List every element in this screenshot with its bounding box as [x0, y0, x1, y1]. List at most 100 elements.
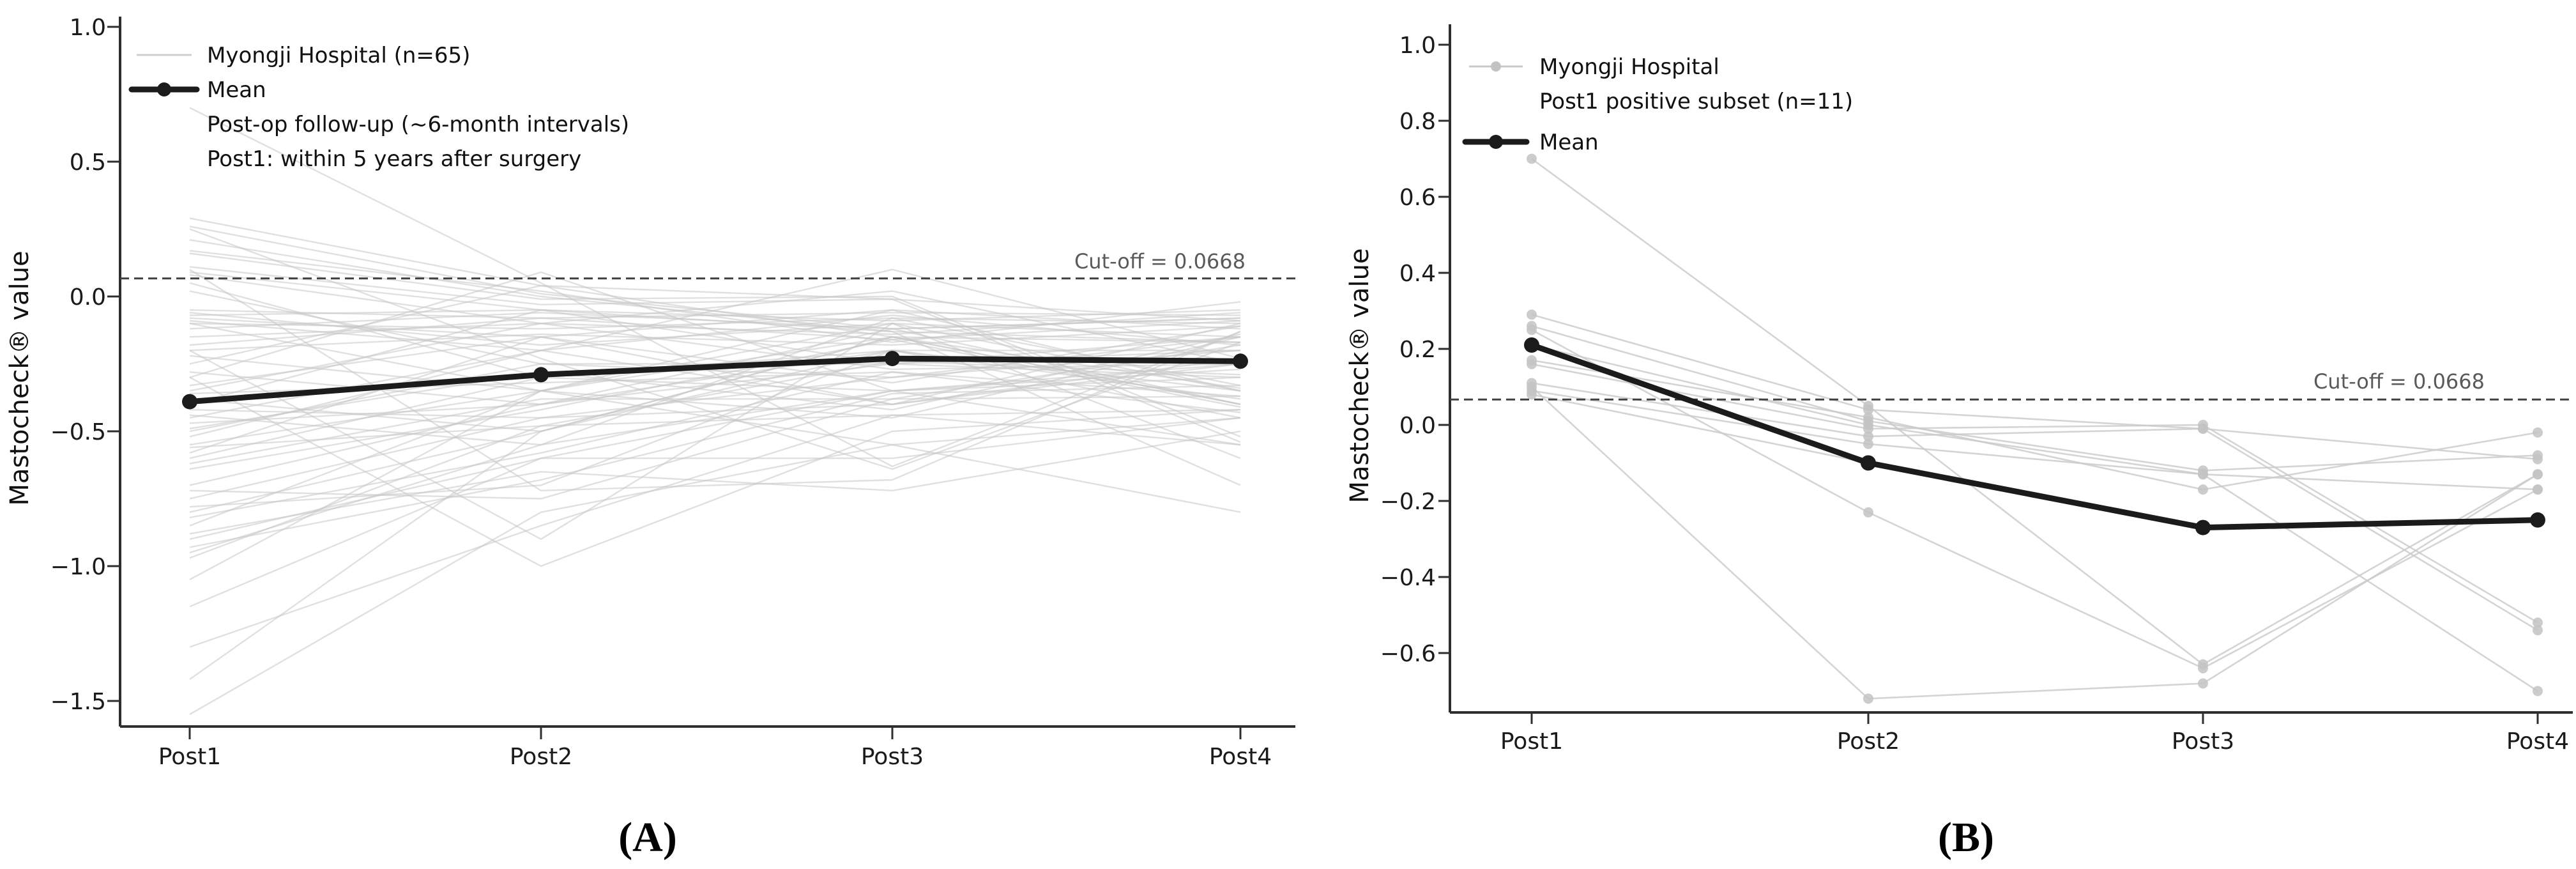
patient-line: [189, 325, 1241, 454]
mean-point: [182, 394, 197, 410]
patient-line: [189, 360, 1241, 449]
y-tick-label: 0.0: [70, 284, 106, 311]
panel-b-caption: (B): [1938, 814, 1994, 861]
patient-line: [189, 317, 1241, 446]
patient-point: [2198, 424, 2208, 434]
panel-a-caption: (A): [618, 814, 677, 861]
y-tick-label: 0.8: [1399, 109, 1436, 135]
patient-point: [1863, 412, 1873, 423]
patient-line: [189, 250, 1241, 343]
mean-point: [533, 367, 549, 383]
y-tick-label: 1.0: [70, 15, 106, 41]
legend-note-followup: Post-op follow-up (~6-month intervals): [207, 112, 629, 137]
panel-b-cutoff-label: Cut-off = 0.0668: [2313, 369, 2485, 394]
patient-line: [189, 217, 1241, 322]
patient-point: [2198, 663, 2208, 673]
panel-b-plot-area: 1.0 0.8 0.6 0.4 0.2 0.0 −0.2 −0.4 −0.6 Post1 Post2…: [1380, 24, 2573, 755]
patient-line: [189, 350, 1241, 681]
panel-a-legend: Myongji Hospital (n=65) Mean Post-op fol…: [128, 43, 629, 172]
x-tick-label: Post1: [158, 744, 221, 770]
patient-line: [1531, 386, 2538, 700]
y-tick-label: −0.6: [1380, 641, 1436, 667]
mean-point: [2195, 519, 2211, 535]
patient-line: [189, 409, 1241, 648]
patient-line: [189, 322, 1241, 541]
mean-line: [187, 355, 1244, 405]
x-tick-label: Post2: [1837, 728, 1900, 755]
patient-point: [2533, 625, 2543, 636]
legend-note-post1: Post1: within 5 years after surgery: [207, 146, 581, 172]
legend-entry-individuals: Myongji Hospital (n=65): [207, 43, 470, 68]
patient-line: [189, 336, 1241, 527]
panel-a-annotations: Mastocheck® value Myongji Hospital (n=65…: [5, 43, 1246, 861]
patient-line: [189, 325, 1241, 351]
patient-line: [189, 339, 1241, 470]
patient-line: [1531, 382, 2538, 631]
y-tick-label: −0.2: [1380, 489, 1436, 515]
patient-line: [1531, 344, 2538, 491]
legend-mean-marker: [1489, 135, 1503, 149]
patient-point: [2533, 469, 2543, 480]
patient-line: [1531, 314, 2538, 460]
mean-point: [1861, 455, 1876, 471]
patient-line: [189, 284, 1241, 365]
mean-point: [2530, 512, 2545, 528]
legend-entry-mean: Mean: [207, 77, 266, 103]
patient-point: [2198, 469, 2208, 480]
patient-line: [189, 323, 1241, 513]
y-tick-label: 1.0: [1399, 33, 1436, 59]
mean-point: [1524, 337, 1539, 353]
patient-point: [1863, 424, 1873, 434]
patient-point: [2198, 678, 2208, 689]
patient-line: [1531, 390, 2538, 692]
y-tick-label: 0.4: [1399, 261, 1436, 287]
patient-line: [189, 390, 1241, 608]
patient-point: [2533, 484, 2543, 495]
patient-point: [1527, 153, 1537, 164]
patient-line: [189, 395, 1241, 500]
y-tick-label: −0.5: [50, 419, 106, 445]
legend-entry-mean: Mean: [1539, 130, 1599, 155]
panel-b-y-axis-label: Mastocheck® value: [1345, 248, 1375, 503]
mean-line: [1528, 342, 2541, 531]
patient-point: [1527, 389, 1537, 400]
patient-point: [1863, 693, 1873, 704]
patient-line: [1531, 325, 2538, 472]
patient-line: [1531, 359, 2538, 491]
x-tick-label: Post3: [861, 744, 924, 770]
patient-line: [1531, 158, 2538, 666]
y-tick-label: 0.2: [1399, 337, 1436, 363]
legend-note-subset: Post1 positive subset (n=11): [1539, 89, 1853, 114]
panel-b-legend: Myongji Hospital Post1 positive subset (…: [1462, 54, 1853, 155]
patient-point: [1863, 431, 1873, 442]
x-tick-label: Post4: [1209, 744, 1272, 770]
y-tick-label: −1.0: [50, 554, 106, 580]
patient-line: [189, 268, 1241, 492]
y-tick-label: 0.6: [1399, 185, 1436, 211]
x-tick-label: Post2: [510, 744, 572, 770]
patient-point: [2533, 427, 2543, 438]
patient-line: [189, 239, 1241, 343]
y-tick-label: −1.5: [50, 689, 106, 715]
patient-line: [189, 314, 1241, 351]
patient-line: [189, 376, 1241, 567]
patient-point: [2533, 617, 2543, 628]
patient-point: [2533, 686, 2543, 696]
patient-line: [189, 268, 1241, 419]
mean-point: [885, 351, 900, 367]
patient-line: [189, 309, 1241, 322]
patient-point: [1527, 325, 1537, 335]
patient-point: [1527, 358, 1537, 369]
y-tick-label: 0.5: [70, 150, 106, 176]
x-tick-label: Post3: [2172, 728, 2234, 755]
patient-point: [2198, 484, 2208, 495]
patient-point: [1863, 438, 1873, 449]
patient-line: [189, 417, 1241, 716]
legend-mean-marker: [157, 82, 171, 96]
mean-point: [1233, 353, 1248, 369]
y-tick-label: 0.0: [1399, 413, 1436, 439]
panel-a-y-axis-label: Mastocheck® value: [5, 250, 34, 505]
patient-line: [189, 430, 1241, 535]
